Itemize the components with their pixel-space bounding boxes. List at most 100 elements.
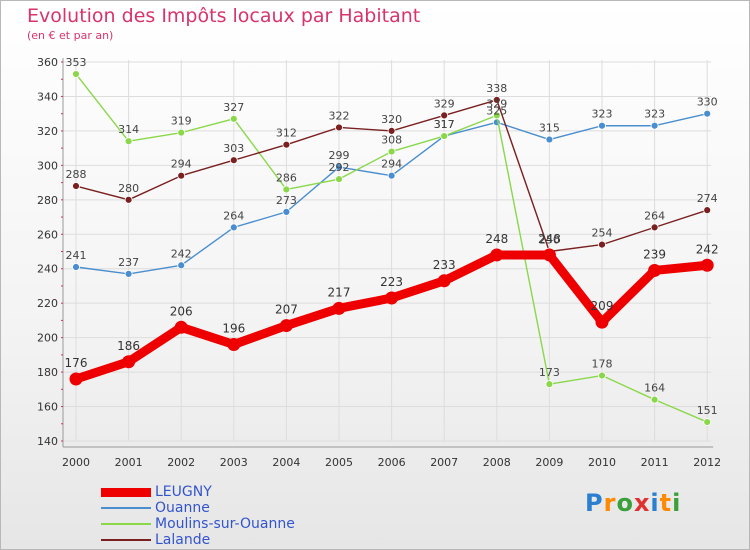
data-label: 151: [697, 404, 718, 417]
data-point: [229, 114, 238, 123]
data-label: 329: [434, 97, 455, 110]
data-point: [72, 263, 80, 271]
y-tick-label: 180: [37, 366, 58, 379]
data-label: 248: [538, 232, 561, 246]
data-label: 323: [644, 108, 665, 121]
data-point: [282, 140, 291, 149]
logo-letter: x: [633, 489, 651, 517]
x-tick-label: 2007: [430, 456, 458, 469]
data-point: [598, 371, 606, 380]
data-label: 274: [697, 192, 718, 205]
data-point: [335, 175, 343, 184]
data-point: [490, 248, 504, 262]
data-label: 294: [171, 158, 192, 171]
data-point: [650, 223, 659, 232]
data-label: 320: [381, 113, 402, 126]
proxiti-logo: Proxiti: [585, 489, 681, 517]
data-label: 196: [222, 322, 245, 336]
logo-letter: r: [603, 489, 617, 517]
data-point: [598, 240, 606, 249]
x-tick-label: 2010: [588, 456, 616, 469]
data-point: [282, 185, 291, 194]
data-point: [648, 263, 662, 277]
data-label: 186: [117, 339, 140, 353]
data-point: [700, 258, 714, 272]
data-label: 294: [381, 158, 402, 171]
x-tick-label: 2003: [220, 456, 248, 469]
data-point: [279, 319, 293, 333]
data-point: [385, 291, 399, 305]
axes: [61, 58, 714, 448]
data-label: 254: [592, 227, 613, 240]
data-point: [440, 132, 449, 140]
data-point: [124, 269, 133, 278]
y-tick-label: 300: [37, 159, 58, 172]
data-label: 239: [643, 247, 666, 261]
x-tick-label: 2006: [378, 456, 406, 469]
gridlines: [63, 60, 712, 442]
data-label: 217: [328, 285, 351, 299]
legend-label: Lalande: [155, 532, 211, 548]
data-point: [545, 135, 554, 144]
data-label: 319: [171, 115, 192, 128]
data-label: 353: [66, 56, 87, 69]
data-label: 299: [329, 149, 350, 162]
legend-item: LEUGNY: [101, 484, 331, 501]
data-point: [124, 195, 133, 204]
data-point: [703, 109, 712, 118]
data-point: [227, 338, 241, 352]
data-point: [703, 418, 712, 426]
data-label: 233: [433, 258, 456, 272]
data-label: 325: [486, 104, 507, 117]
x-tick-label: 2011: [641, 456, 669, 469]
legend-swatch: [101, 523, 151, 525]
y-tick-label: 360: [37, 56, 58, 69]
chart-title: Evolution des Impôts locaux par Habitant: [27, 5, 421, 27]
data-label: 323: [592, 108, 613, 121]
data-point: [335, 163, 343, 171]
y-tick-label: 220: [37, 297, 58, 310]
data-point: [387, 147, 396, 156]
x-tick-label: 2012: [693, 456, 721, 469]
x-tick-label: 2000: [62, 456, 90, 469]
y-tick-label: 240: [37, 263, 58, 276]
x-tick-label: 2008: [483, 456, 511, 469]
data-point: [72, 70, 80, 78]
data-point: [545, 380, 554, 389]
data-point: [595, 315, 609, 329]
data-label: 264: [223, 209, 244, 222]
data-label: 292: [329, 161, 350, 174]
data-label: 314: [118, 123, 139, 136]
data-label: 173: [539, 366, 560, 379]
legend-swatch: [101, 507, 151, 509]
legend-label: LEUGNY: [155, 484, 212, 500]
data-label: 242: [171, 247, 192, 260]
x-tick-label: 2004: [272, 456, 300, 469]
data-label: 308: [381, 134, 402, 147]
data-label: 241: [66, 249, 87, 262]
data-label: 207: [275, 303, 298, 317]
data-label: 264: [644, 209, 665, 222]
data-point: [492, 96, 501, 104]
logo-letter: i: [650, 489, 660, 517]
data-point: [542, 248, 556, 262]
data-label: 178: [592, 358, 613, 371]
data-point: [122, 355, 136, 369]
data-label: 303: [223, 142, 244, 155]
y-tick-label: 260: [37, 228, 58, 241]
y-tick-label: 320: [37, 125, 58, 138]
logo-letter: t: [659, 489, 673, 517]
data-point: [174, 320, 188, 334]
legend-swatch: [101, 487, 151, 497]
legend-swatch: [101, 539, 151, 541]
data-label: 223: [380, 275, 403, 289]
data-label: 242: [696, 242, 719, 256]
data-point: [177, 128, 186, 137]
data-point: [282, 207, 291, 216]
logo-letter: i: [672, 489, 682, 517]
data-point: [177, 261, 186, 270]
data-label: 288: [66, 168, 87, 181]
chart-subtitle: (en € et par an): [27, 29, 114, 42]
data-label: 209: [591, 299, 614, 313]
